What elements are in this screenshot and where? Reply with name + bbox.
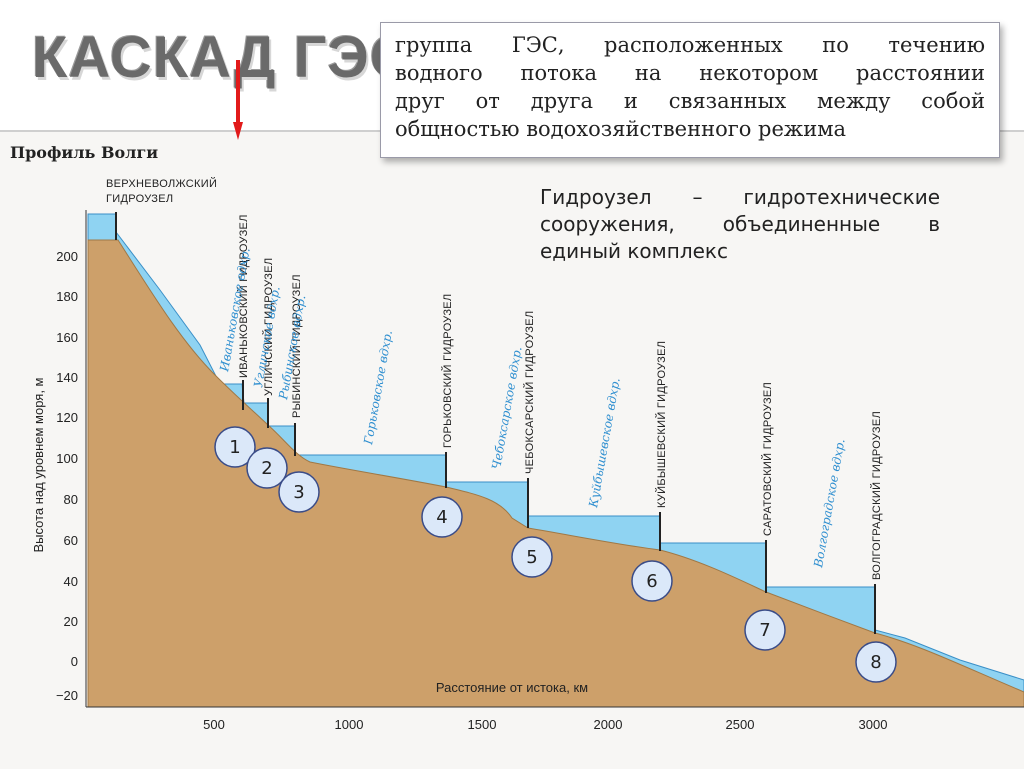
y-tick: 180	[56, 289, 78, 304]
marker-2: 2	[246, 447, 288, 489]
marker-1: 1	[214, 426, 256, 468]
marker-number: 1	[229, 437, 240, 458]
dam-label-rybinsky: РЫБИНСКИЙ ГИДРОУЗЕЛ	[290, 274, 303, 418]
y-tick: 20	[64, 614, 78, 629]
x-tick: 1000	[335, 717, 364, 732]
y-tick: 200	[56, 249, 78, 264]
definition-line: группа ГЭС, расположенных по течению	[395, 33, 985, 57]
marker-number: 8	[870, 652, 881, 673]
y-tick: 120	[56, 410, 78, 425]
dam-label-verkhnevolzhsky: ВЕРХНЕВОЛЖСКИЙ	[106, 177, 217, 190]
dam-label-verkhnevolzhsky: ГИДРОУЗЕЛ	[106, 193, 173, 205]
marker-6: 6	[631, 560, 673, 602]
y-tick: −20	[56, 688, 78, 703]
y-tick: 100	[56, 451, 78, 466]
definition-line: водного потока на некотором расстоянии	[395, 61, 985, 85]
profile-title: Профиль Волги	[10, 143, 158, 162]
riverbed-ground	[87, 239, 1024, 708]
dam-label-volgogradsky: ВОЛГОГРАДСКИЙ ГИДРОУЗЕЛ	[870, 411, 883, 580]
dam-label-gorkovsky: ГОРЬКОВСКИЙ ГИДРОУЗЕЛ	[441, 294, 454, 448]
hydro-line: Гидроузел – гидротехнические	[540, 185, 940, 209]
marker-number: 6	[646, 571, 657, 592]
x-tick: 1500	[468, 717, 497, 732]
y-tick: 80	[64, 492, 78, 507]
dam-label-uglichsky: УГЛИЧСКИЙ ГИДРОУЗЕЛ	[262, 258, 275, 396]
dam-label-kuibyshevsky: КУЙБЫШЕВСКИЙ ГИДРОУЗЕЛ	[655, 341, 668, 508]
x-tick: 2500	[726, 717, 755, 732]
marker-5: 5	[511, 536, 553, 578]
definition-line: общностью водохозяйственного режима	[395, 117, 847, 141]
hydro-line: единый комплекс	[540, 239, 728, 263]
dam-label-ivankovsky: ИВАНЬКОВСКИЙ ГИДРОУЗЕЛ	[237, 214, 250, 378]
definition-box: группа ГЭС, расположенных по течению вод…	[380, 22, 1000, 158]
hydro-line: сооружения, объединенные в	[540, 212, 940, 236]
x-tick: 3000	[859, 717, 888, 732]
slide-title: КАСКАД ГЭС	[32, 25, 413, 90]
x-tick: 2000	[594, 717, 623, 732]
dam-label-cheboksarsky: ЧЕБОКСАРСКИЙ ГИДРОУЗЕЛ	[523, 311, 536, 474]
y-tick: 40	[64, 574, 78, 589]
dam-label-saratovsky: САРАТОВСКИЙ ГИДРОУЗЕЛ	[761, 382, 774, 536]
x-tick: 500	[203, 717, 225, 732]
marker-number: 5	[526, 547, 537, 568]
y-tick: 160	[56, 330, 78, 345]
marker-number: 3	[293, 482, 304, 503]
marker-3: 3	[278, 471, 320, 513]
hydro-definition: Гидроузел – гидротехнические сооружения,…	[540, 184, 940, 265]
y-axis-label: Высота над уровнем моря, м	[31, 377, 46, 552]
marker-7: 7	[744, 609, 786, 651]
x-axis-label: Расстояние от истока, км	[436, 680, 588, 695]
y-tick: 140	[56, 370, 78, 385]
marker-number: 2	[261, 458, 272, 479]
down-arrow-icon	[233, 60, 243, 140]
y-tick: 0	[71, 654, 78, 669]
y-ticks: 200 180 160 140 120 100 80 60 40 20 0 −2…	[56, 249, 78, 703]
definition-line: друг от друга и связанных между собой	[395, 89, 985, 113]
marker-8: 8	[855, 641, 897, 683]
marker-number: 4	[436, 507, 447, 528]
x-ticks: 500 1000 1500 2000 2500 3000	[203, 717, 887, 732]
y-tick: 60	[64, 533, 78, 548]
marker-number: 7	[759, 620, 770, 641]
marker-4: 4	[421, 496, 463, 538]
